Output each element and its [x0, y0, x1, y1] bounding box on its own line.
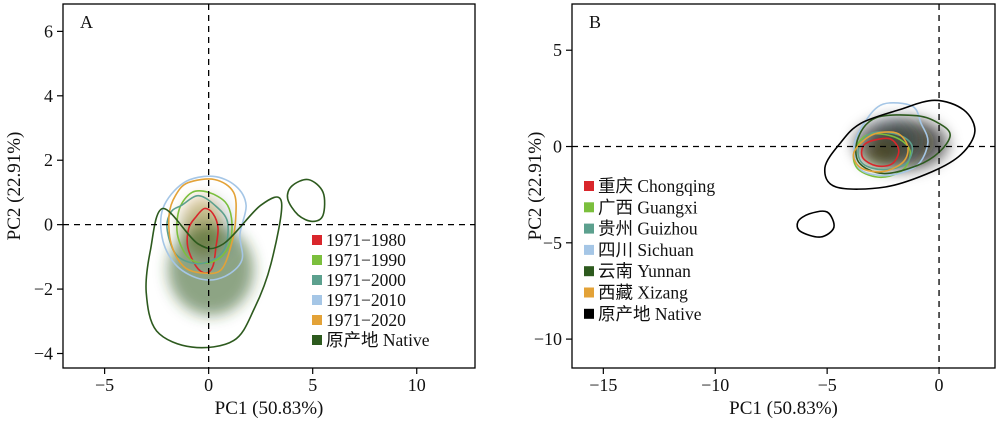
y-tick-label: 5: [553, 40, 562, 60]
legend-swatch: [584, 223, 594, 234]
plot-frame: [62, 3, 476, 369]
x-tick-label: 5: [308, 375, 317, 395]
contour-line: [176, 190, 233, 265]
legend-entry: 1971−1990: [326, 250, 406, 270]
contour-layer: [796, 99, 976, 238]
contour-line: [286, 178, 326, 223]
legend-swatch: [312, 275, 322, 285]
panel-A: −5 0 5 10 6 4 2 0 −2 −4 PC1 (50.83%) PC2 (22.91%) A 1…: [4, 3, 476, 419]
y-tick-label: 2: [44, 150, 53, 170]
y-tick-label: 0: [553, 137, 562, 157]
x-tick-label: 0: [935, 375, 944, 395]
y-tick-label: −4: [34, 344, 53, 364]
legend-swatch: [584, 181, 594, 191]
y-tick-label: −10: [534, 329, 562, 349]
y-tick-label: −2: [34, 279, 53, 299]
x-tick-label: −10: [701, 375, 729, 395]
x-tick-label: −5: [818, 375, 837, 395]
legend: 1971−19801971−19901971−20001971−20101971…: [312, 230, 430, 350]
legend-entry: 1971−2000: [326, 270, 406, 290]
contour-line: [159, 175, 247, 281]
plot-frame: [571, 3, 996, 369]
legend-entry: 四川 Sichuan: [598, 240, 694, 260]
legend-swatch: [312, 315, 322, 325]
x-tick-label: −15: [589, 375, 617, 395]
x-tick-label: 0: [204, 375, 213, 395]
legend-swatch: [312, 335, 322, 345]
x-tick-label: 10: [408, 375, 426, 395]
density-layer: [168, 194, 254, 316]
contour-line: [823, 99, 976, 190]
y-tick-label: 6: [44, 21, 53, 41]
x-axis-title: PC1 (50.83%): [215, 398, 324, 419]
legend-swatch: [584, 266, 594, 277]
legend-swatch: [584, 287, 594, 298]
legend-entry: 广西 Guangxi: [598, 197, 698, 217]
legend-swatch: [312, 255, 322, 265]
legend-entry: 重庆 Chongqing: [598, 176, 715, 196]
legend-swatch: [584, 202, 594, 213]
x-tick-label: −5: [95, 375, 114, 395]
contour-line: [852, 131, 909, 173]
legend-swatch: [584, 308, 594, 319]
y-tick-label: 4: [44, 86, 53, 106]
contour-line: [796, 210, 835, 238]
legend-entry: 贵州 Guizhou: [598, 219, 698, 239]
legend-entry: 1971−1980: [326, 230, 406, 250]
legend-swatch: [312, 295, 322, 305]
legend-entry: 1971−2010: [326, 290, 406, 310]
contour-line: [145, 196, 283, 349]
contour-line: [860, 137, 900, 168]
x-axis-title: PC1 (50.83%): [729, 398, 838, 419]
legend-entry: 1971−2020: [326, 310, 406, 330]
y-tick-label: −5: [543, 233, 562, 253]
contour-layer: [145, 175, 326, 349]
legend-swatch: [584, 244, 594, 255]
legend-entry: 云南 Yunnan: [598, 261, 691, 281]
contour-line: [166, 194, 229, 265]
panel-label: B: [589, 12, 601, 32]
panel-label: A: [80, 12, 93, 32]
contour-line: [853, 101, 929, 177]
y-axis-title: PC2 (22.91%): [525, 132, 546, 241]
y-axis-title: PC2 (22.91%): [4, 132, 25, 241]
y-tick-label: 0: [44, 215, 53, 235]
legend-entry: 原产地 Native: [598, 304, 702, 324]
legend-entry: 原产地 Native: [326, 330, 430, 350]
legend-entry: 西藏 Xizang: [598, 283, 688, 303]
legend-swatch: [312, 235, 322, 245]
